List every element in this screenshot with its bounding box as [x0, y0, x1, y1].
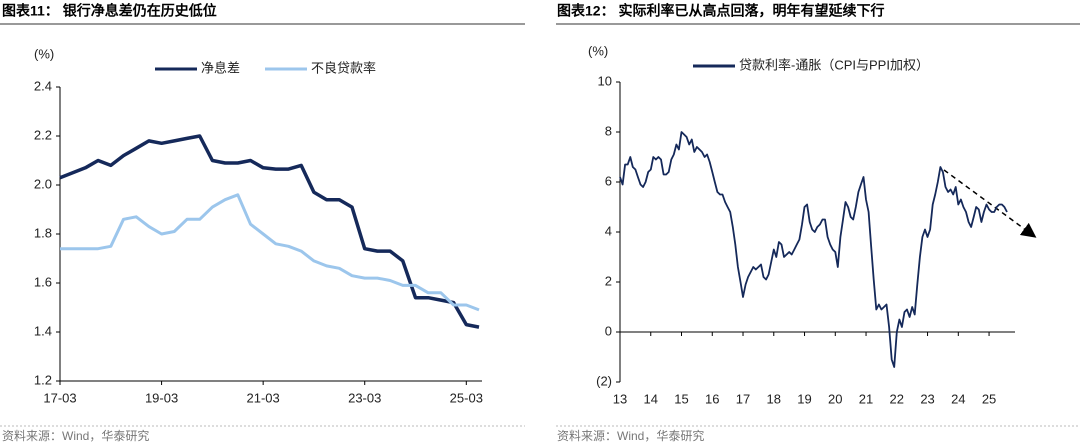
- legend-label: 不良贷款率: [311, 60, 376, 75]
- y-tick-label: 1.4: [34, 323, 52, 338]
- x-tick-label: 25: [982, 391, 996, 406]
- y-tick-label: (2): [596, 373, 612, 388]
- legend-label: 贷款利率-通胀（CPI与PPI加权）: [739, 57, 929, 72]
- x-tick-label: 16: [705, 391, 719, 406]
- y-tick-label: 1.2: [34, 372, 52, 387]
- x-tick-label: 19: [797, 391, 811, 406]
- x-tick-label: 23-03: [348, 390, 381, 405]
- x-tick-label: 21: [859, 391, 873, 406]
- chart-title: 图表12： 实际利率已从高点回落，明年有望延续下行: [557, 3, 884, 19]
- x-tick-label: 18: [767, 391, 781, 406]
- x-tick-label: 23: [920, 391, 934, 406]
- y-tick-label: 1.8: [34, 225, 52, 240]
- y-tick-label: 8: [605, 123, 612, 138]
- x-tick-label: 14: [644, 391, 658, 406]
- x-tick-label: 22: [890, 391, 904, 406]
- y-tick-label: 2.0: [34, 176, 52, 191]
- x-tick-label: 24: [951, 391, 965, 406]
- y-tick-label: 2.2: [34, 127, 52, 142]
- trend-arrow: [943, 169, 1037, 238]
- x-tick-label: 17: [736, 391, 750, 406]
- chart-title: 图表11： 银行净息差仍在历史低位: [2, 3, 217, 19]
- source: 资料来源：Wind，华泰研究: [557, 428, 704, 443]
- x-tick-label: 15: [674, 391, 688, 406]
- x-tick-label: 20: [828, 391, 842, 406]
- y-tick-label: 6: [605, 173, 612, 188]
- x-tick-label: 17-03: [43, 390, 76, 405]
- series-line: [60, 193, 480, 312]
- series-line: [619, 131, 1008, 368]
- y-unit: (%): [34, 46, 54, 61]
- x-tick-label: 25-03: [450, 390, 483, 405]
- y-tick-label: 10: [598, 73, 612, 88]
- x-tick-label: 21-03: [247, 390, 280, 405]
- y-tick-label: 2.4: [34, 78, 52, 93]
- series-line: [59, 134, 480, 329]
- y-tick-label: 2: [605, 273, 612, 288]
- y-tick-label: 4: [605, 223, 612, 238]
- y-unit: (%): [588, 43, 608, 58]
- x-tick-label: 19-03: [145, 390, 178, 405]
- source: 资料来源：Wind，华泰研究: [2, 428, 149, 443]
- y-tick-label: 0: [605, 323, 612, 338]
- x-tick-label: 13: [613, 391, 627, 406]
- legend-label: 净息差: [201, 60, 240, 75]
- y-tick-label: 1.6: [34, 274, 52, 289]
